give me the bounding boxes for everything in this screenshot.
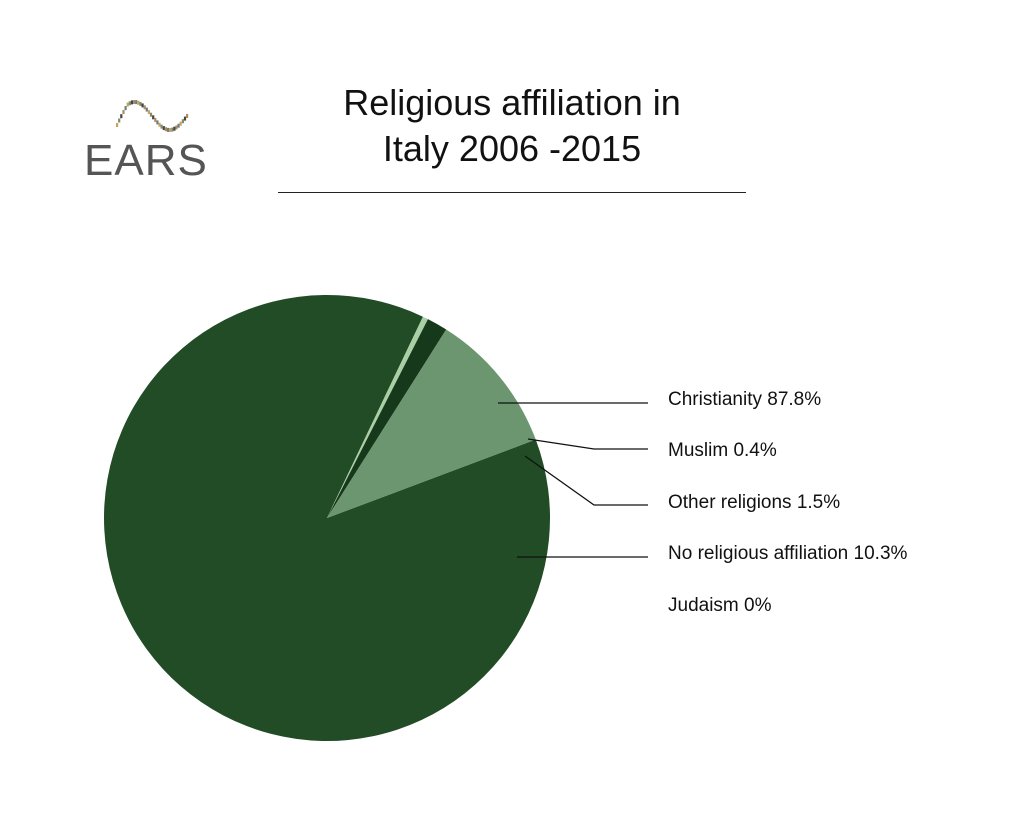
logo-dot xyxy=(169,128,172,132)
logo-dot xyxy=(166,127,170,132)
logo-text: EARS xyxy=(84,136,208,185)
logo-dot xyxy=(124,106,127,111)
label-judaism: Judaism 0% xyxy=(668,595,772,616)
logo-dot xyxy=(122,110,125,114)
logo-dot xyxy=(147,110,150,115)
logo-dot xyxy=(175,125,178,130)
logo-dot xyxy=(116,123,119,127)
logo-dot xyxy=(160,124,163,129)
pie-slice-other-religions xyxy=(327,319,447,518)
logo-dot xyxy=(137,100,140,105)
logo-dot xyxy=(133,100,136,104)
leader-line-other-religions xyxy=(524,455,648,506)
ears-swirl-icon xyxy=(116,100,189,132)
label-muslim: Muslim 0.4% xyxy=(668,440,777,461)
chart-title-line2: Italy 2006 -2015 xyxy=(382,128,642,169)
logo-dot xyxy=(145,107,148,112)
chart-title-line1: Religious affiliation in xyxy=(343,82,681,123)
logo-dot xyxy=(128,101,131,106)
logo-dot xyxy=(152,115,155,120)
label-no-religious-affiliation: No religious affiliation 10.3% xyxy=(668,543,908,564)
logo-dot xyxy=(162,126,165,131)
logo-dot xyxy=(183,116,187,121)
logo-dot xyxy=(158,122,161,127)
pie-slice-muslim xyxy=(327,316,428,518)
logo-dot xyxy=(118,118,121,123)
pie-slice-no-religious-affiliation xyxy=(327,329,536,518)
logo-dot xyxy=(130,100,133,105)
logo-dot xyxy=(135,100,138,105)
logo-dot xyxy=(139,101,142,106)
logo-dot xyxy=(179,121,182,126)
logo-dot xyxy=(126,102,129,107)
logo-dot xyxy=(143,105,146,110)
logo-dot xyxy=(173,126,176,131)
logo-dot xyxy=(177,123,180,128)
logo-dot xyxy=(149,112,153,117)
logo-dot xyxy=(164,127,167,132)
ears-logo: EARS xyxy=(84,92,207,187)
title-underline xyxy=(278,192,746,193)
chart-title: Religious affiliation in Italy 2006 -201… xyxy=(278,80,746,172)
logo-dot xyxy=(120,114,123,119)
label-other-religions: Other religions 1.5% xyxy=(668,492,841,513)
logo-dot xyxy=(181,119,184,124)
logo-dot xyxy=(141,103,144,108)
logo-dot xyxy=(186,114,189,118)
leader-line-muslim xyxy=(527,438,648,450)
label-christianity: Christianity 87.8% xyxy=(668,389,822,410)
logo-dot xyxy=(171,127,174,132)
logo-dot xyxy=(156,120,159,125)
logo-dot xyxy=(154,117,157,122)
